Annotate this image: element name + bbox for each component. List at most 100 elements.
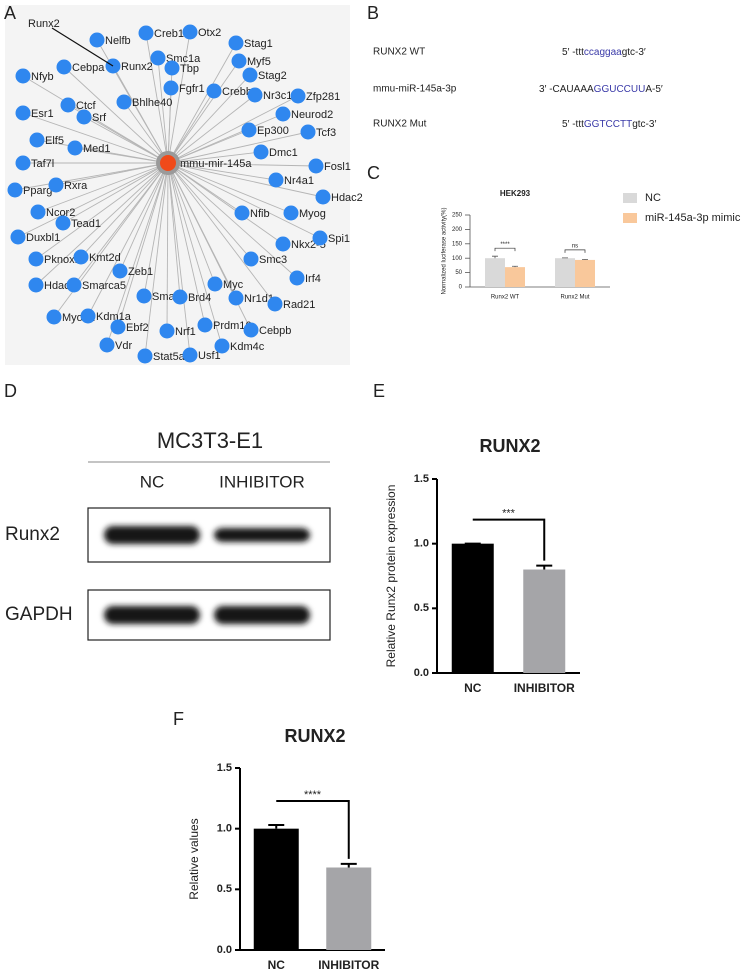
node-label: Nfib [250,208,270,220]
bar [523,569,566,673]
significance-bracket [494,247,516,252]
node [241,122,257,138]
node [76,109,92,125]
node [99,337,115,353]
edge [167,95,299,164]
node-label: Stag2 [258,70,287,82]
node-label: Usf1 [198,350,221,362]
binding-site: GGUCCUU [594,84,646,95]
legend-swatch [623,193,637,203]
sequence-name: RUNX2 WT [373,47,425,58]
node [197,317,213,333]
y-tick-label: 200 [452,227,463,233]
node-label: Brd4 [188,292,211,304]
sequence-suffix: A-5′ [645,84,663,95]
edge [167,162,277,181]
protein-label: GAPDH [5,604,73,625]
y-tick-label: 1.5 [217,762,232,774]
edge [117,162,169,328]
edge [35,162,169,260]
node [206,83,222,99]
node-label: Creb1 [154,28,184,40]
node-label: Nfyb [31,71,54,83]
error-bar [512,265,518,268]
node [10,229,26,245]
node [207,276,223,292]
y-tick-label: 1.0 [217,823,232,835]
node [315,189,331,205]
legend-label: miR-145a-3p mimic [645,212,741,224]
y-tick-label: 250 [452,213,463,219]
node-label: Neurod2 [291,109,333,121]
node [89,32,105,48]
node [28,277,44,293]
node [214,338,230,354]
highlight-label: Runx2 [28,18,60,30]
bar [326,867,372,950]
node [243,251,259,267]
node [73,249,89,265]
western-blot: MC3T3-E1 NC INHIBITOR Runx2 GAPDH [5,428,331,641]
edge [166,162,169,332]
edge [167,162,284,245]
bar [451,543,494,673]
significance-bracket [472,518,546,561]
node-label: Runx2 [121,61,153,73]
node-label: Zfp281 [306,91,340,103]
edge [144,162,169,357]
significance-label: *** [502,508,516,520]
x-tick-label: NC [464,681,482,695]
edge [167,162,292,214]
node [15,68,31,84]
significance-bracket [276,800,350,859]
node [136,288,152,304]
edge [167,31,191,164]
node [46,309,62,325]
node [253,144,269,160]
edge [157,57,169,164]
edge [143,162,169,297]
node [290,88,306,104]
node [137,348,153,364]
edge [17,162,169,238]
node [312,230,328,246]
y-tick-label: 0 [459,285,463,291]
node-label: Ep300 [257,125,289,137]
node-label: Vdr [115,340,132,352]
panel-label: B [367,3,379,23]
binding-site: GGTCCTT [584,119,632,130]
node-label: Smc3 [259,254,287,266]
y-tick-label: 150 [452,241,463,247]
blot-title: MC3T3-E1 [157,428,263,453]
node-label: Tead1 [71,218,101,230]
node-label: Kdm1a [96,311,132,323]
node [228,35,244,51]
node [55,215,71,231]
y-tick-label: 0.5 [414,602,429,614]
edge [55,162,169,186]
edge [106,162,169,346]
node [268,172,284,188]
sequence-name: mmu-miR-145a-3p [373,84,457,95]
edge [167,162,181,298]
error-bar [536,564,553,570]
significance-label: **** [304,789,322,801]
edge [123,101,169,164]
node-label: Elf5 [45,135,64,147]
y-tick-label: 1.5 [414,473,429,485]
node-label: Nr1d1 [244,293,274,305]
node-label: Myc [223,279,244,291]
node [159,323,175,339]
edge [14,162,169,191]
y-tick-label: 100 [452,256,463,262]
node-label: Esr1 [31,108,54,120]
node [243,322,259,338]
edge [35,162,169,286]
edge [167,162,223,347]
node [56,59,72,75]
protein-label: Runx2 [5,524,60,545]
bar [485,258,505,287]
node [182,24,198,40]
edge [74,147,169,164]
edge [73,162,169,286]
